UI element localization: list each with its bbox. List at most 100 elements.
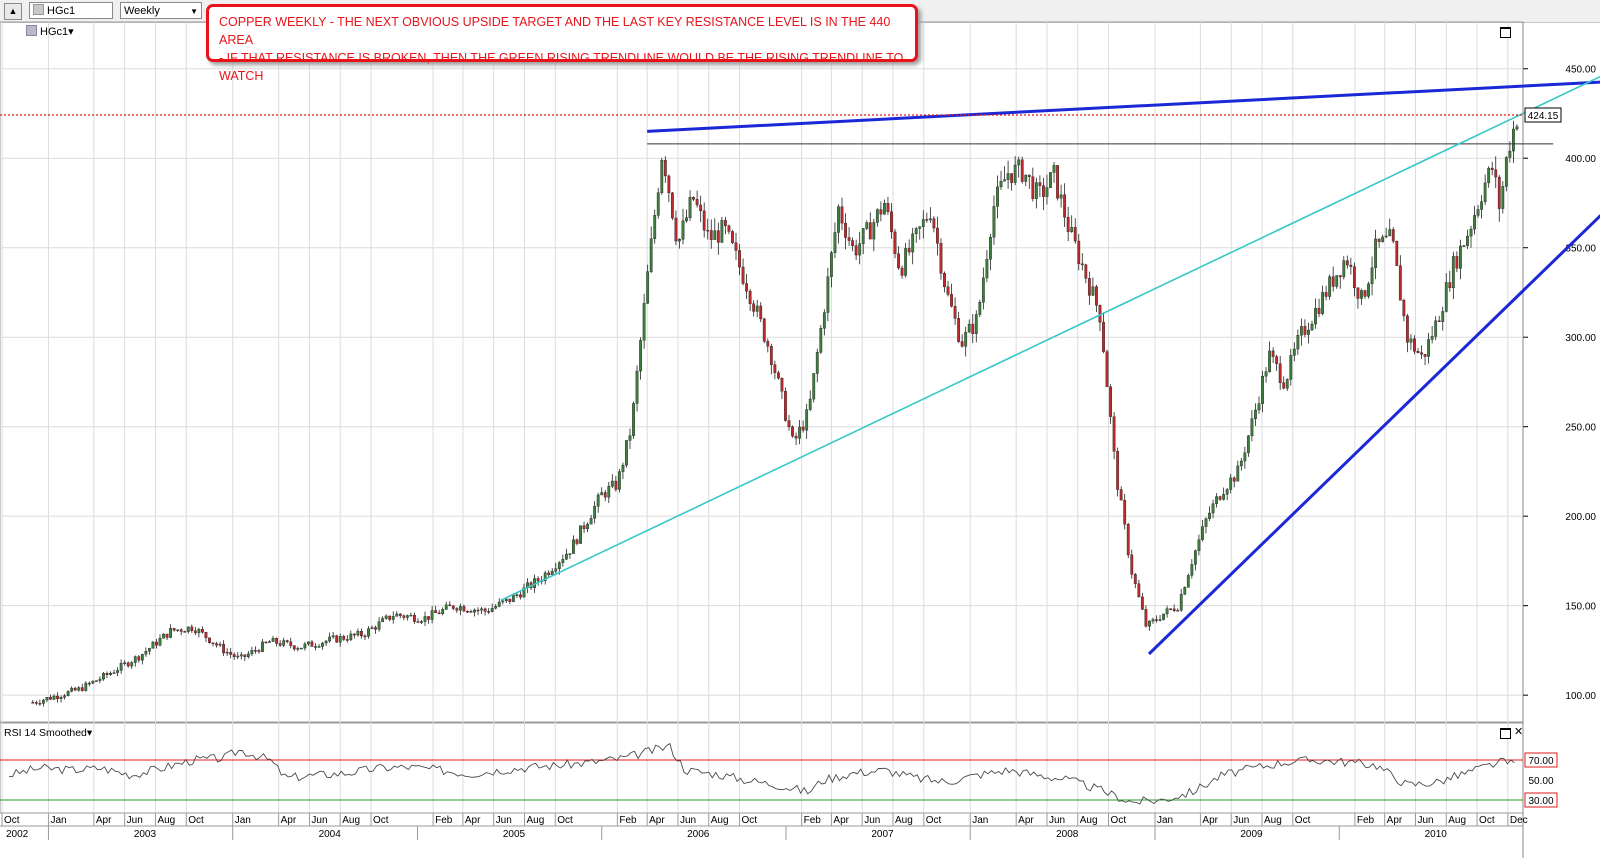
candle [254,646,257,654]
candle-body [1494,169,1498,178]
candle [603,490,607,502]
candle-body [473,609,476,613]
candle-body [59,697,63,699]
candle [1469,225,1473,248]
month-label: Oct [188,815,204,826]
candle-body [1381,236,1385,242]
candle-body [148,648,151,652]
candle [133,655,137,667]
candle-body [1388,229,1392,237]
candle [890,203,893,239]
candle [360,628,363,639]
close-rsi-panel-button[interactable]: ✕ [1514,726,1524,738]
candle [483,607,487,616]
candle-body [907,248,911,253]
candle [561,554,565,567]
candle-body [1476,209,1480,216]
price-series-label[interactable]: HGc1▾ [26,25,74,38]
candle [543,570,547,585]
candle [1480,195,1484,219]
candle [1303,319,1307,338]
candle-body [992,206,996,238]
candle-body [791,426,794,437]
candle [992,195,996,245]
candle [211,642,215,647]
candle [466,610,469,614]
candle-body [681,220,685,240]
candle-body [331,635,335,638]
candle [688,190,692,222]
period-select[interactable]: Weekly ▼ [120,2,202,19]
month-label: Feb [804,815,822,826]
candle-body [1310,323,1314,331]
candle-body [522,587,526,598]
candle-body [943,273,946,288]
candle [494,604,498,610]
candle [338,633,342,647]
candle-body [469,611,473,613]
candle-body [49,697,52,700]
candle-body [193,630,197,634]
candle [907,239,911,256]
candle-body [600,492,604,496]
candle-body [66,691,70,696]
candle [1140,592,1144,611]
month-label: Jun [311,815,327,826]
candle [201,626,204,634]
candle-body [1303,326,1307,335]
candle-body [699,204,703,212]
candle [1137,579,1141,598]
candle [1278,355,1282,390]
month-label: Jun [127,815,143,826]
trendline-resistance-top [647,80,1600,133]
collapse-toolbar-button[interactable]: ▲ [4,3,22,20]
candle [1208,506,1211,522]
candle-body [208,637,211,643]
candle [1275,354,1279,371]
candle-body [586,523,589,530]
candle-body [702,210,706,231]
candle [921,210,925,239]
candle-body [356,631,360,636]
candle-body [1501,186,1505,209]
candle [66,690,70,697]
candle-body [497,601,501,607]
symbol-input[interactable]: HGc1 [29,2,113,19]
candle-body [872,222,876,240]
candle [190,624,194,633]
maximize-rsi-panel-button[interactable] [1500,728,1511,739]
candle [731,229,734,245]
candle [232,652,236,660]
candle-body [112,672,116,674]
candle-body [1455,256,1459,269]
candle [967,319,971,333]
y-tick-label: 300.00 [1565,333,1596,344]
candle-body [688,197,692,218]
candle [49,694,52,700]
candle [497,598,501,608]
candle [953,297,957,325]
candle [526,578,529,594]
year-label: 2008 [1056,829,1079,840]
candle [670,191,674,221]
maximize-price-panel-button[interactable] [1500,27,1511,38]
candle-body [1504,157,1508,187]
month-label: Oct [1295,815,1311,826]
candle [197,627,201,638]
candle [939,238,943,280]
month-label: Apr [465,815,481,826]
candle-body [1282,382,1286,389]
candle [840,197,844,231]
candle-body [607,486,611,498]
candle [1374,229,1377,280]
candle-body [1483,182,1487,202]
candle-body [769,345,773,365]
month-label: Oct [1111,815,1127,826]
candle-body [847,237,851,241]
rsi-panel-label[interactable]: RSI 14 Smoothed▾ [4,727,93,739]
candle-body [748,290,752,304]
candle [1183,586,1187,595]
year-label: 2003 [134,829,157,840]
candle-body [628,435,632,441]
candle-body [1038,182,1042,186]
